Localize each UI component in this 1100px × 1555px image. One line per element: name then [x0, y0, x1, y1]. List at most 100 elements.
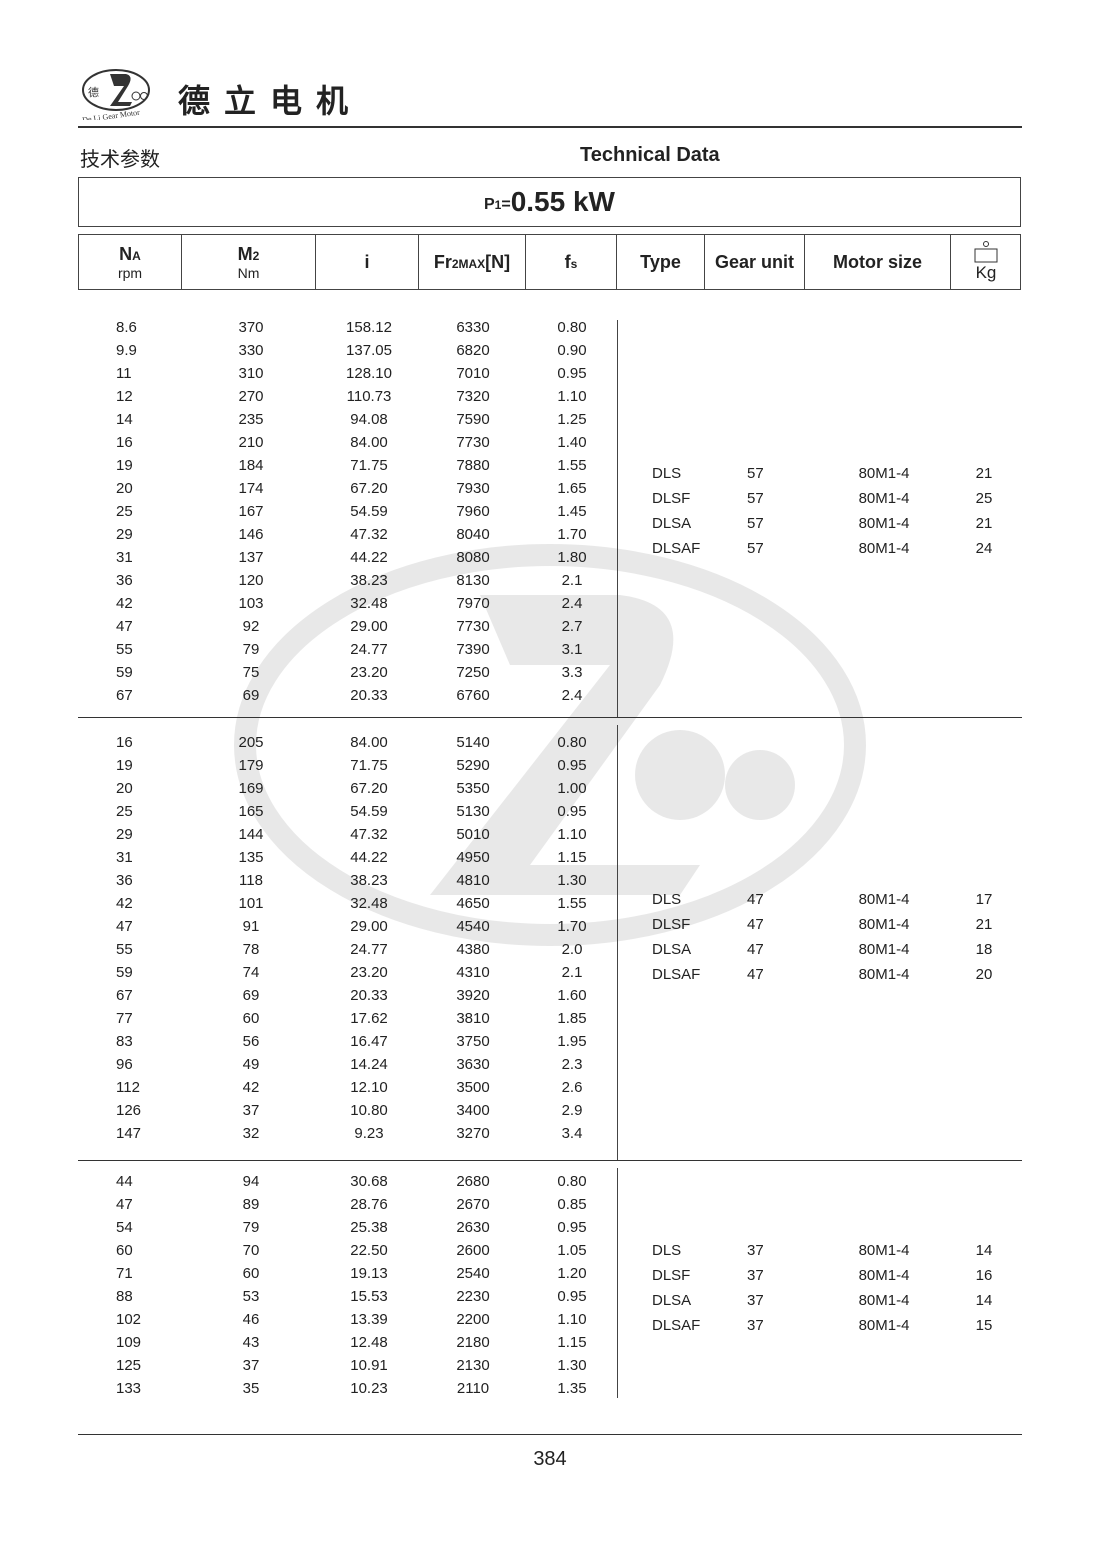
cell-m2: 91 [242, 918, 260, 935]
cell-i: 28.76 [350, 1196, 388, 1213]
cell-fr2max: 4310 [456, 964, 490, 981]
cell-fs: 1.95 [557, 1033, 587, 1050]
cell-i: 29.00 [350, 918, 388, 935]
cell-na: 47 [116, 618, 133, 635]
cell-m2: 330 [238, 342, 264, 359]
cell-fs: 2.6 [561, 1079, 583, 1096]
cell-na: 9.9 [116, 342, 137, 359]
cell-weight: 16 [975, 1267, 993, 1284]
col-gear-unit: Gear unit [705, 234, 805, 290]
cell-m2: 60 [242, 1010, 260, 1027]
cell-m2: 74 [242, 964, 260, 981]
cell-fr2max: 4810 [456, 872, 490, 889]
cell-i: 32.48 [350, 595, 388, 612]
cell-weight: 21 [975, 916, 993, 933]
col-type: Type [617, 234, 705, 290]
cell-fs: 1.80 [557, 549, 587, 566]
cell-na: 14 [116, 411, 133, 428]
cell-weight: 18 [975, 941, 993, 958]
cell-na: 60 [116, 1242, 133, 1259]
cell-i: 12.48 [350, 1334, 388, 1351]
cell-fs: 1.20 [557, 1265, 587, 1282]
cell-fs: 1.30 [557, 872, 587, 889]
cell-i: 44.22 [350, 549, 388, 566]
cell-fs: 0.90 [557, 342, 587, 359]
cell-gear-unit: 57 [747, 465, 764, 482]
cell-i: 10.23 [350, 1380, 388, 1397]
cell-na: 96 [116, 1056, 133, 1073]
cell-i: 38.23 [350, 872, 388, 889]
cell-m2: 270 [238, 388, 264, 405]
cell-m2: 69 [242, 987, 260, 1004]
cell-gear-unit: 47 [747, 891, 764, 908]
cell-i: 13.39 [350, 1311, 388, 1328]
cell-fs: 1.30 [557, 1357, 587, 1374]
cell-m2: 89 [242, 1196, 260, 1213]
cell-gear-unit: 47 [747, 966, 764, 983]
cell-m2: 103 [238, 595, 264, 612]
cell-m2: 79 [242, 641, 260, 658]
cell-fr2max: 7930 [456, 480, 490, 497]
cell-m2: 120 [238, 572, 264, 589]
cell-m2: 37 [242, 1357, 260, 1374]
cell-i: 44.22 [350, 849, 388, 866]
cell-i: 30.68 [350, 1173, 388, 1190]
cell-i: 94.08 [350, 411, 388, 428]
cell-motor-size: 80M1-4 [858, 916, 910, 933]
cell-motor-size: 80M1-4 [858, 1292, 910, 1309]
cell-m2: 144 [238, 826, 264, 843]
cell-type: DLS [652, 465, 682, 482]
cell-i: 29.00 [350, 618, 388, 635]
cell-fr2max: 6820 [456, 342, 490, 359]
cell-i: 19.13 [350, 1265, 388, 1282]
cell-na: 36 [116, 872, 133, 889]
cell-fs: 0.95 [557, 757, 587, 774]
cell-na: 19 [116, 457, 133, 474]
cell-gear-unit: 57 [747, 515, 764, 532]
cell-i: 110.73 [346, 388, 392, 405]
cell-na: 147 [116, 1125, 142, 1142]
cell-i: 38.23 [350, 572, 388, 589]
cell-type: DLSAF [652, 1317, 701, 1334]
cell-na: 31 [116, 849, 133, 866]
cell-fr2max: 4540 [456, 918, 490, 935]
cell-m2: 118 [239, 872, 263, 889]
cell-na: 67 [116, 687, 133, 704]
cell-weight: 21 [975, 465, 993, 482]
cell-fr2max: 2540 [456, 1265, 490, 1282]
cell-fr2max: 7970 [456, 595, 490, 612]
cell-fs: 0.80 [557, 734, 587, 751]
cell-fs: 1.85 [557, 1010, 587, 1027]
cell-fs: 1.05 [557, 1242, 587, 1259]
cell-fs: 1.10 [557, 1311, 587, 1328]
cell-na: 20 [116, 480, 133, 497]
col-weight: Kg [951, 234, 1021, 290]
cell-na: 29 [116, 526, 133, 543]
cell-type: DLS [652, 891, 682, 908]
col-i: i [316, 234, 419, 290]
cell-fs: 1.60 [557, 987, 587, 1004]
cell-fs: 2.3 [561, 1056, 583, 1073]
cell-fs: 0.95 [557, 365, 587, 382]
cell-i: 67.20 [350, 480, 388, 497]
cell-fs: 2.0 [561, 941, 583, 958]
cell-fr2max: 2670 [456, 1196, 490, 1213]
section-title-cn: 技术参数 [80, 149, 160, 171]
cell-fs: 1.55 [557, 457, 587, 474]
cell-m2: 37 [242, 1102, 260, 1119]
table-header [78, 234, 1021, 290]
cell-i: 24.77 [350, 641, 388, 658]
cell-i: 14.24 [350, 1056, 388, 1073]
cell-fr2max: 6760 [456, 687, 490, 704]
cell-gear-unit: 47 [747, 916, 764, 933]
cell-na: 25 [116, 803, 133, 820]
cell-m2: 92 [242, 618, 260, 635]
cell-fs: 0.95 [557, 803, 587, 820]
cell-type: DLSAF [652, 966, 701, 983]
cell-m2: 169 [238, 780, 264, 797]
cell-m2: 35 [242, 1380, 260, 1397]
cell-weight: 25 [975, 490, 993, 507]
cell-i: 9.23 [354, 1125, 384, 1142]
cell-na: 71 [116, 1265, 133, 1282]
company-logo: 德 De Li Gear Motor [82, 69, 150, 120]
